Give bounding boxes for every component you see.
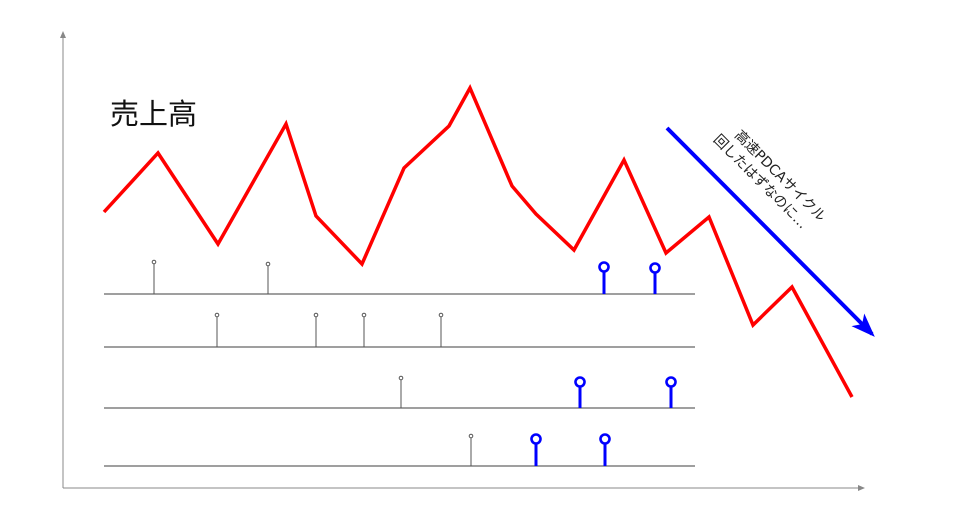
trend-arrow [665, 126, 875, 337]
arrow-note: 高速PDCAサイクル 回したはずなのに… [710, 127, 829, 232]
sales-line [102, 84, 854, 398]
event-marker-large [530, 433, 542, 445]
event-marker-small [361, 312, 367, 318]
event-marker-small [214, 312, 220, 318]
event-marker-large [665, 376, 677, 388]
event-marker-large [649, 262, 661, 274]
event-marker-small [438, 312, 444, 318]
sales-label: 売上高 [110, 97, 197, 131]
event-marker-large [598, 261, 610, 273]
event-timelines [104, 259, 695, 467]
event-marker-small [398, 375, 404, 381]
event-marker-small [151, 259, 157, 265]
event-marker-small [265, 261, 271, 267]
event-marker-large [574, 376, 586, 388]
event-marker-small [313, 312, 319, 318]
event-marker-large [599, 433, 611, 445]
event-marker-small [468, 433, 474, 439]
